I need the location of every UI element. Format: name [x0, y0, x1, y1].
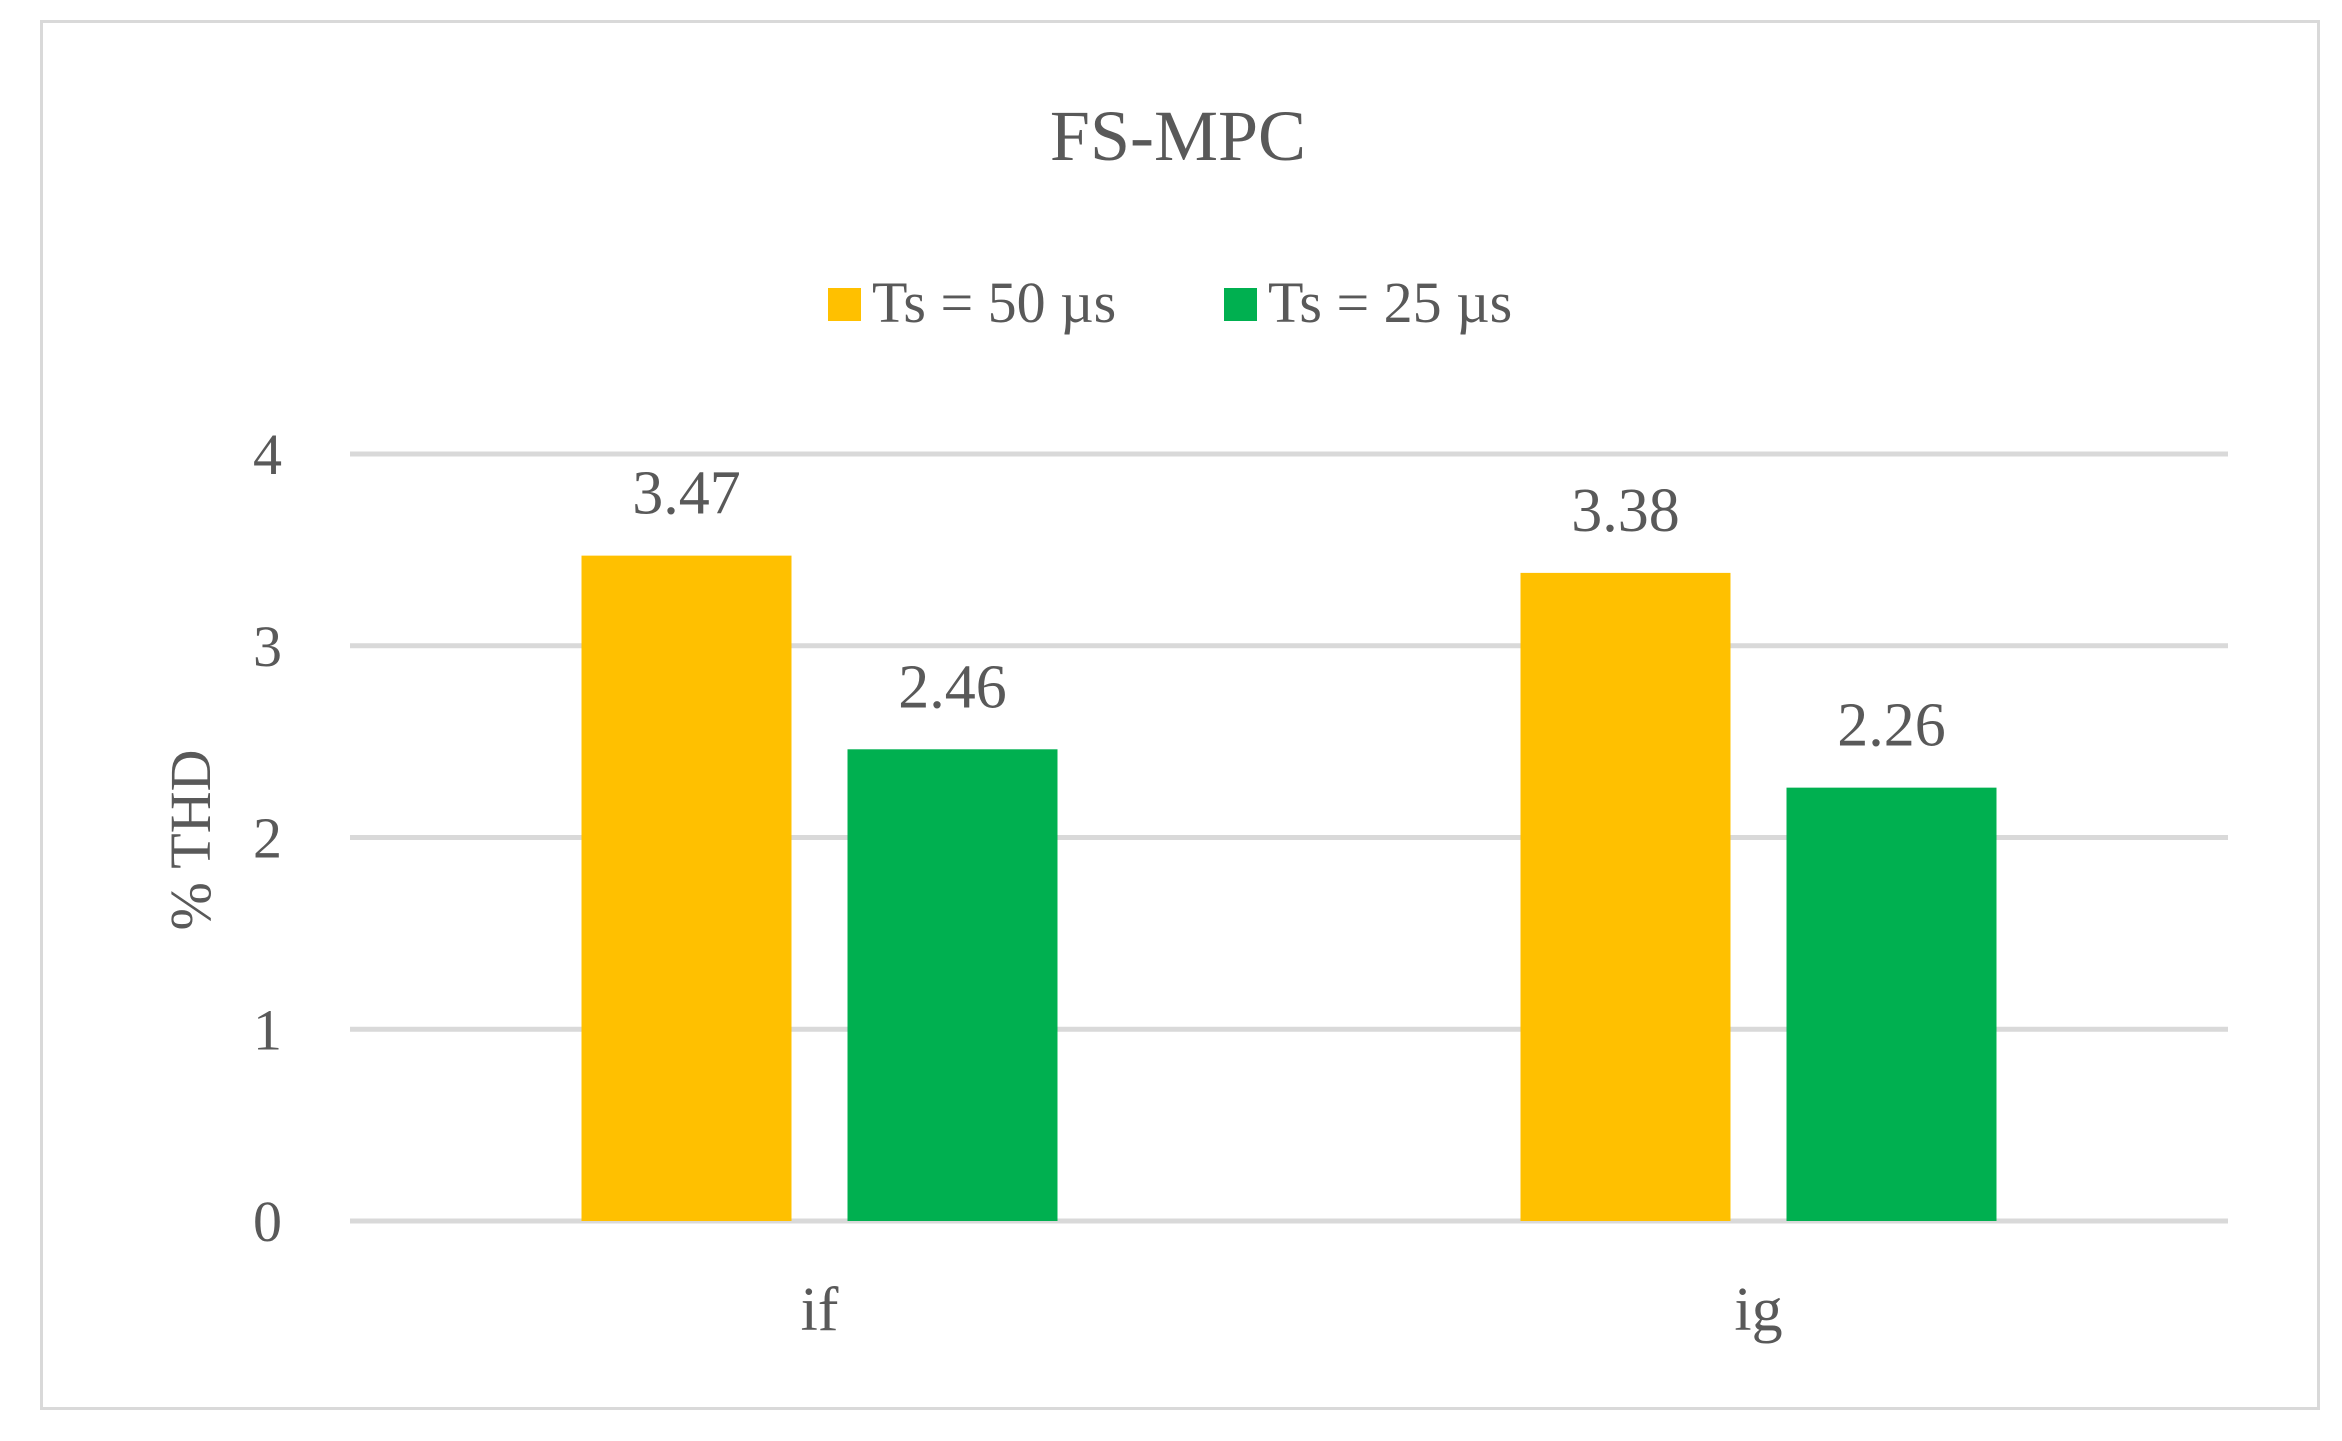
- x-tick-label-if: if: [801, 1276, 839, 1344]
- data-labels: 3.47 2.46 3.38 2.26: [632, 460, 1946, 760]
- y-tick-label-2: 2: [253, 806, 282, 871]
- bar-ig-series-1: [1520, 572, 1731, 1221]
- y-tick-label-4: 4: [253, 422, 282, 487]
- y-tick-label-1: 1: [253, 997, 282, 1062]
- y-tick-label-0: 0: [253, 1189, 282, 1254]
- bar-if-series-1: [581, 555, 792, 1221]
- legend-label-series-1: Ts = 50 µs: [872, 270, 1116, 335]
- legend-swatch-series-1: [828, 288, 861, 321]
- legend: Ts = 50 µs Ts = 25 µs: [828, 270, 1512, 335]
- data-label-if-series-2: 2.46: [898, 653, 1007, 721]
- data-label-ig-series-1: 3.38: [1571, 477, 1680, 545]
- bars: [581, 555, 1997, 1221]
- x-tick-labels: if ig: [801, 1276, 1783, 1344]
- y-axis-label: % THD: [158, 750, 223, 931]
- legend-swatch-series-2: [1224, 288, 1257, 321]
- legend-label-series-2: Ts = 25 µs: [1268, 270, 1512, 335]
- bar-if-series-2: [847, 749, 1058, 1221]
- data-label-if-series-1: 3.47: [632, 460, 741, 528]
- chart-title: FS-MPC: [1050, 96, 1306, 176]
- x-tick-label-ig: ig: [1734, 1276, 1782, 1344]
- y-tick-label-3: 3: [253, 614, 282, 679]
- bar-ig-series-2: [1786, 787, 1997, 1221]
- data-label-ig-series-2: 2.26: [1837, 692, 1946, 760]
- y-tick-labels: 0 1 2 3 4: [253, 422, 282, 1254]
